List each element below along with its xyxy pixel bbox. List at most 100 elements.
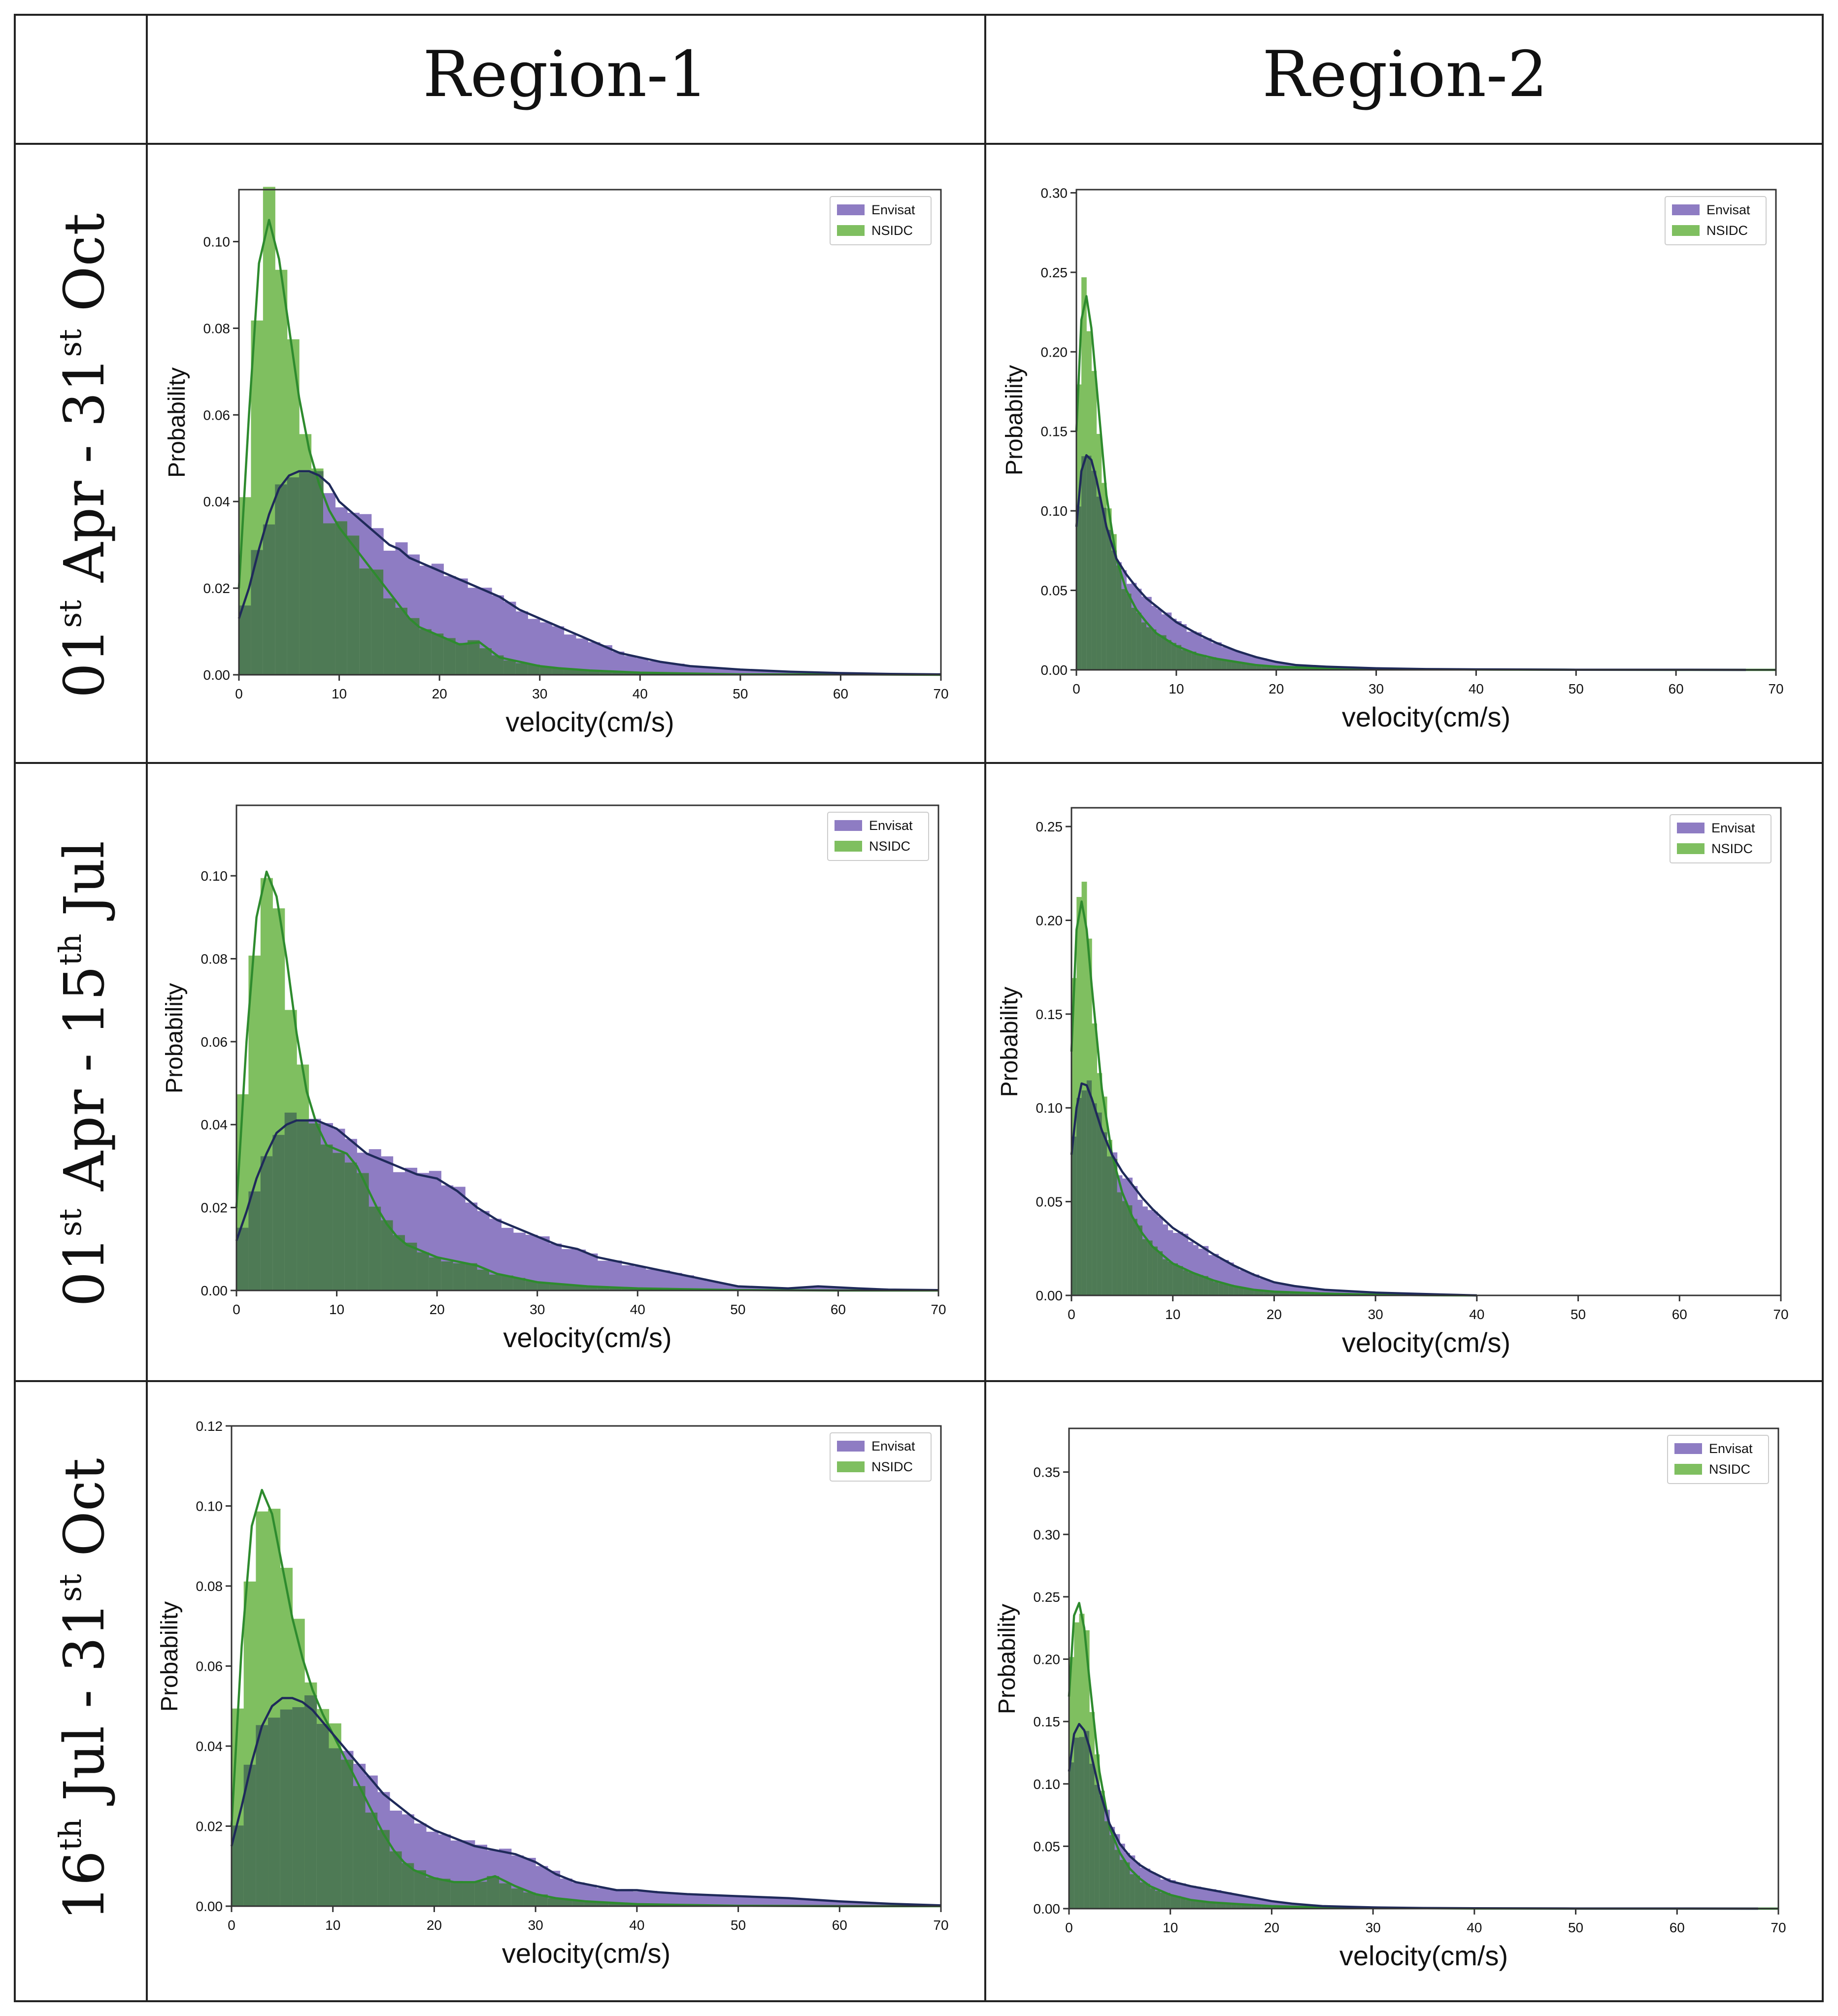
envisat-bar	[585, 1253, 598, 1290]
overlap-bar	[487, 1876, 500, 1906]
x-tick-label: 60	[1669, 681, 1684, 696]
overlap-bar	[1102, 1132, 1107, 1295]
overlap-bar	[1132, 1219, 1138, 1295]
envisat-bar	[791, 1898, 803, 1906]
overlap-bar	[624, 672, 636, 675]
overlap-bar	[1126, 594, 1132, 670]
overlap-bar	[1147, 1240, 1153, 1295]
x-tick-label: 10	[332, 686, 347, 701]
overlap-bar	[316, 1724, 330, 1906]
envisat-bar	[705, 1281, 718, 1290]
overlap-bar	[1181, 650, 1187, 670]
overlap-bar	[1208, 1279, 1214, 1295]
overlap-bar	[1074, 1737, 1080, 1909]
y-tick-label: 0.04	[203, 494, 231, 509]
overlap-bar	[1094, 1785, 1100, 1909]
overlap-bar	[1116, 565, 1122, 670]
overlap-bar	[1112, 1158, 1118, 1295]
overlap-bar	[620, 1903, 634, 1906]
overlap-bar	[573, 1286, 586, 1290]
overlap-bar	[1089, 1763, 1095, 1909]
envisat-bar	[645, 1269, 658, 1290]
overlap-bar	[511, 1888, 524, 1906]
x-axis-label: velocity(cm/s)	[502, 1938, 670, 1969]
overlap-bar	[1170, 1895, 1176, 1909]
overlap-bar	[1296, 667, 1302, 670]
y-tick-label: 0.00	[203, 667, 231, 683]
x-tick-label: 20	[1264, 1920, 1279, 1935]
nsidc-density-line	[237, 219, 941, 676]
envisat-bar	[1213, 1254, 1219, 1295]
envisat-bar	[1294, 1287, 1300, 1295]
row-label-3-day: 16	[53, 1851, 117, 1921]
overlap-bar	[407, 618, 420, 675]
y-tick-label: 0.20	[1034, 1652, 1061, 1667]
overlap-bar	[1216, 658, 1222, 670]
legend-swatch-envisat	[835, 820, 862, 831]
overlap-bar	[417, 1252, 430, 1290]
overlap-bar	[588, 670, 601, 675]
envisat-bar	[815, 1900, 828, 1906]
overlap-bar	[596, 1902, 609, 1906]
column-header-region-2: Region-2	[1262, 38, 1547, 111]
overlap-bar	[537, 1282, 550, 1290]
nsidc-density-line	[235, 870, 938, 1292]
overlap-bar	[1201, 655, 1207, 670]
overlap-bar	[560, 1899, 572, 1906]
envisat-bar	[1261, 1899, 1267, 1909]
overlap-bar	[292, 1707, 305, 1906]
envisat-bar	[1251, 657, 1257, 670]
envisat-density-line	[1075, 454, 1746, 671]
overlap-bar	[1284, 1292, 1290, 1295]
overlap-bar	[405, 1242, 418, 1290]
envisat-bar	[1241, 653, 1247, 670]
overlap-bar	[1226, 660, 1232, 670]
envisat-bar	[1223, 1260, 1229, 1295]
overlap-bar	[1071, 1136, 1077, 1295]
overlap-bar	[576, 670, 589, 675]
x-tick-label: 60	[831, 1302, 846, 1317]
envisat-bar	[1304, 1288, 1310, 1295]
x-tick-label: 0	[1065, 1920, 1073, 1935]
envisat-bar	[1243, 1271, 1249, 1295]
overlap-bar	[564, 669, 576, 675]
legend-swatch-nsidc	[1674, 1464, 1702, 1475]
envisat-bar	[597, 1260, 610, 1290]
y-tick-label: 0.05	[1036, 1194, 1063, 1210]
envisat-bar	[838, 1288, 851, 1290]
x-tick-label: 40	[1467, 1920, 1482, 1935]
y-tick-label: 0.05	[1034, 1839, 1061, 1854]
row-label-2-end: Jul	[53, 841, 117, 933]
envisat-bar	[732, 669, 745, 675]
overlap-bar	[251, 550, 264, 675]
envisat-density-line	[230, 1697, 941, 1907]
envisat-bar	[742, 1896, 755, 1906]
row-label-2-mid: Apr - 15	[53, 965, 117, 1208]
y-tick-label: 0.06	[203, 407, 231, 423]
envisat-bar	[1201, 638, 1207, 670]
envisat-bar	[802, 1287, 815, 1290]
envisat-bar	[1211, 1889, 1216, 1909]
envisat-bar	[1228, 1262, 1234, 1295]
y-tick-label: 0.00	[196, 1899, 223, 1914]
legend-label-envisat: Envisat	[869, 818, 913, 833]
overlap-bar	[501, 1275, 514, 1290]
x-tick-label: 60	[833, 686, 848, 701]
overlap-bar	[585, 1286, 598, 1290]
overlap-bar	[1069, 1762, 1074, 1909]
overlap-bar	[401, 1863, 414, 1906]
overlap-bar	[463, 1882, 475, 1906]
y-tick-label: 0.06	[201, 1034, 228, 1050]
overlap-bar	[1114, 1850, 1120, 1909]
x-tick-label: 10	[329, 1302, 344, 1317]
overlap-bar	[1150, 1888, 1156, 1909]
y-tick-label: 0.02	[203, 581, 231, 596]
overlap-bar	[371, 569, 384, 675]
y-tick-label: 0.04	[196, 1739, 223, 1754]
table-grid-lines	[14, 14, 1824, 2002]
envisat-bar	[1236, 1894, 1242, 1909]
nsidc-bar	[1081, 882, 1087, 1295]
x-tick-label: 50	[1569, 681, 1584, 696]
